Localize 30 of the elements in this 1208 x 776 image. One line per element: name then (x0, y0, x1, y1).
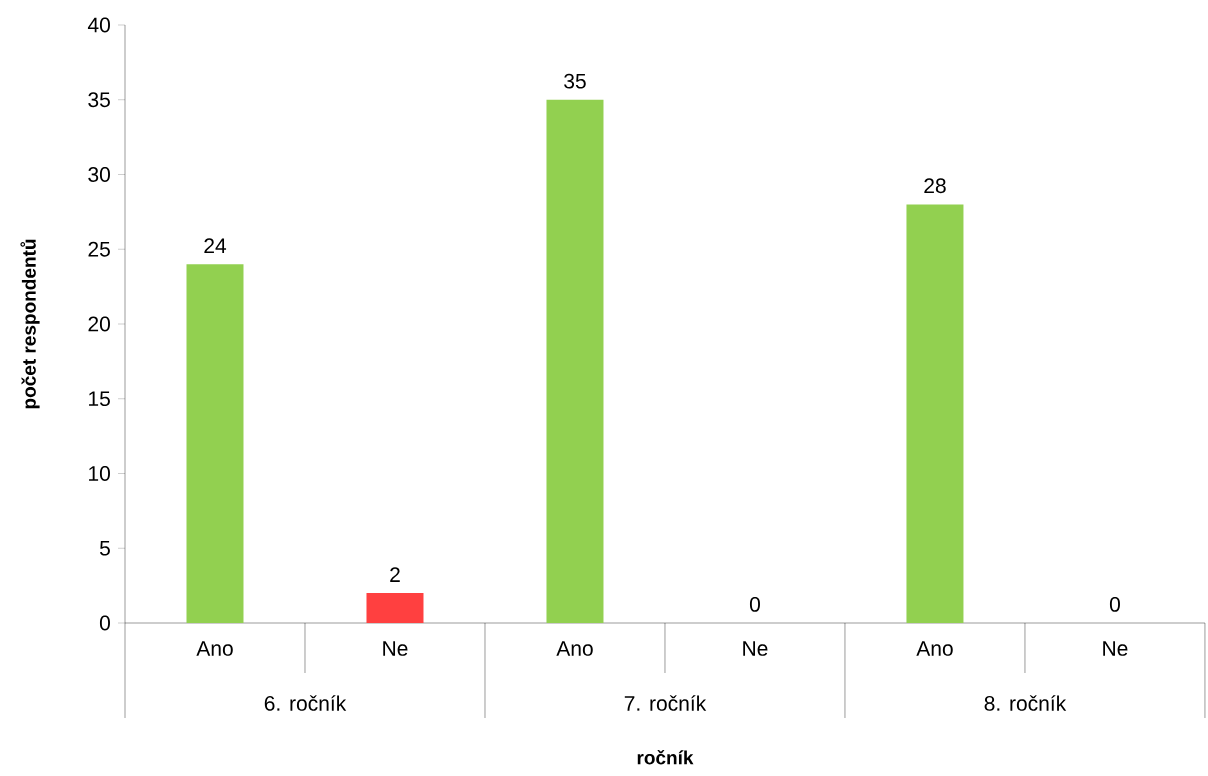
x-tick-label: Ano (196, 641, 233, 656)
text: 8. ročník (984, 695, 1067, 711)
y-tick-label: 30 (88, 167, 110, 182)
data-label: 35 (564, 73, 586, 89)
data-label: 28 (924, 178, 946, 194)
data-label: 2 (390, 567, 400, 582)
data-label: 0 (749, 596, 760, 612)
x-tick-label: Ano (916, 641, 953, 656)
x-tick-label: Ne (743, 641, 768, 656)
x-tick-label: Ne (1103, 641, 1128, 656)
y-tick-label: 35 (88, 92, 110, 108)
data-label: 24 (204, 238, 227, 253)
y-tick-label: 20 (88, 316, 110, 332)
y-tick-label: 25 (88, 241, 110, 257)
x-tick-label: Ne (383, 641, 408, 656)
y-tick-label: 15 (89, 391, 110, 407)
bar (366, 593, 424, 623)
text: 7. ročník (624, 695, 707, 711)
text: 6. ročník (264, 695, 347, 711)
y-tick-label: 40 (87, 17, 110, 33)
y-axis-title: počet respondentů (20, 239, 40, 409)
y-tick-label: 5 (99, 540, 110, 556)
bar (906, 204, 964, 623)
y-tick-label: 0 (99, 615, 110, 631)
x-axis-title: ročník (637, 750, 694, 765)
data-label: 0 (1109, 596, 1120, 612)
bar (546, 99, 604, 623)
bar (186, 264, 244, 623)
x-tick-label: Ano (556, 641, 593, 656)
y-tick-label: 10 (89, 466, 110, 481)
